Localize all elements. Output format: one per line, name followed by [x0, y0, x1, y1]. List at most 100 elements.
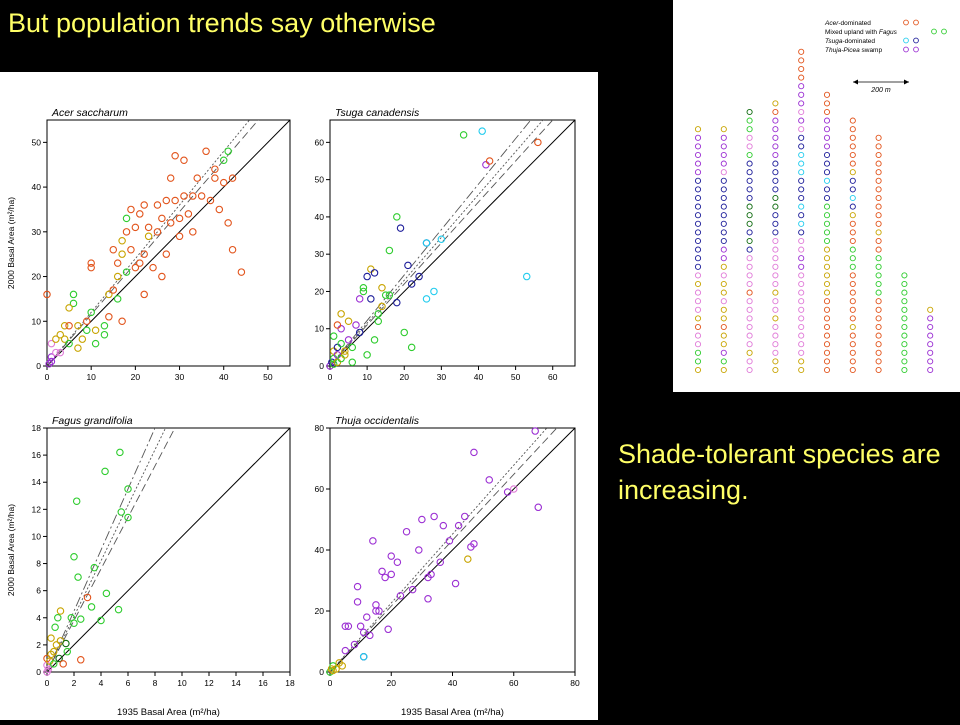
plot-marker [823, 126, 831, 133]
plot-marker [694, 143, 702, 150]
scale-bar-label: 200 m [870, 87, 891, 94]
data-point [136, 210, 144, 218]
data-point [427, 570, 435, 579]
plot-marker [849, 126, 856, 133]
legend-marker [931, 28, 937, 35]
plot-marker [772, 255, 779, 262]
data-point [140, 250, 148, 258]
data-point [348, 358, 357, 367]
plot-marker [927, 366, 934, 374]
data-point [333, 343, 342, 352]
plot-marker [694, 341, 702, 348]
data-point [329, 347, 338, 355]
plot-marker [694, 186, 702, 193]
slide-caption: Shade-tolerant species are increasing. [618, 439, 941, 505]
plot-marker [849, 186, 856, 193]
plot-marker [875, 151, 882, 159]
plot-marker [720, 229, 727, 236]
data-point [105, 290, 113, 299]
data-point [430, 287, 438, 296]
y-tick-label: 0 [36, 361, 41, 371]
x-tick-label: 20 [400, 372, 410, 382]
data-point [378, 567, 386, 576]
data-point [482, 160, 490, 169]
plot-marker [720, 194, 727, 202]
plot-marker [849, 194, 856, 202]
data-point [56, 607, 65, 615]
plot-marker [720, 255, 727, 262]
plot-marker [875, 212, 882, 219]
data-point [352, 321, 360, 329]
data-point [122, 228, 131, 236]
y-tick-label: 40 [32, 182, 42, 192]
plot-marker [694, 272, 702, 279]
plot-marker [746, 306, 753, 313]
plot-marker [720, 134, 727, 141]
data-point [158, 272, 166, 281]
plot-marker [927, 341, 934, 348]
data-point [153, 228, 162, 236]
plot-marker [798, 263, 805, 270]
data-point [393, 558, 402, 566]
panel-title: Tsuga canadensis [335, 107, 420, 119]
x-tick-label: 40 [219, 372, 229, 382]
legend-label-italic: Acer [824, 20, 839, 27]
plot-marker [720, 220, 727, 227]
data-point [171, 196, 179, 205]
plot-marker [823, 117, 831, 124]
plot-marker [823, 177, 831, 184]
plot-marker [694, 160, 702, 167]
fit-line [47, 120, 259, 366]
data-point [460, 512, 469, 521]
one-to-one-line [330, 428, 575, 672]
data-point [116, 448, 124, 457]
legend-label-italic: Thuja-Picea [825, 47, 860, 54]
plot-marker [798, 323, 805, 331]
plot-marker [772, 169, 779, 176]
data-point [149, 263, 157, 272]
data-point [359, 652, 368, 661]
scatter-panel-1: 0 10 20 30 40 50 0 10 20 30 40 50 Acer saccharum 2000… [6, 107, 291, 382]
data-point [101, 467, 109, 476]
plot-marker [823, 298, 831, 305]
plot-marker [823, 263, 831, 270]
data-point [171, 152, 179, 160]
y-tick-label: 0 [36, 667, 41, 677]
x-tick-label: 30 [175, 372, 185, 382]
plot-marker [746, 323, 753, 331]
data-point [522, 272, 531, 281]
y-tick-label: 40 [315, 545, 325, 555]
plot-marker [720, 237, 727, 245]
plot-marker [720, 349, 727, 356]
plot-marker [746, 160, 753, 167]
data-point [372, 601, 380, 609]
plot-marker [823, 341, 831, 348]
plot-marker [772, 263, 779, 270]
plot-marker [798, 143, 805, 150]
data-point [197, 192, 206, 200]
panel-title: Fagus grandifolia [52, 415, 133, 427]
plot-marker [720, 358, 727, 365]
plot-marker [798, 298, 805, 305]
plot-marker [849, 169, 856, 176]
plot-marker [746, 177, 753, 184]
x-tick-label: 0 [45, 372, 50, 382]
x-tick-label: 16 [258, 678, 268, 688]
data-point [211, 174, 219, 182]
y-tick-label: 50 [32, 137, 42, 147]
x-tick-label: 30 [437, 372, 447, 382]
data-point [228, 245, 237, 254]
data-point [91, 326, 100, 334]
y-axis-label: 2000 Basal Area (m²/ha) [6, 197, 16, 289]
data-point [367, 265, 375, 273]
data-point [341, 622, 350, 630]
legend-marker [903, 46, 909, 53]
plot-marker [694, 177, 702, 184]
data-point [407, 343, 416, 352]
data-point [74, 344, 82, 352]
plot-marker [798, 306, 805, 313]
plot-marker [823, 366, 831, 374]
data-point [131, 263, 140, 272]
legend-marker [913, 46, 919, 53]
x-tick-label: 80 [570, 678, 580, 688]
